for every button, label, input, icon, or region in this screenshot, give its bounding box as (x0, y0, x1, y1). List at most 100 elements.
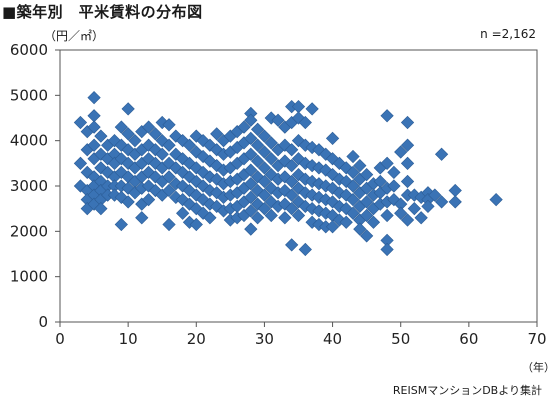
scatter-point (169, 161, 183, 175)
sample-size-label: n =2,162 (480, 27, 536, 41)
scatter-point (244, 204, 258, 218)
scatter-point (366, 215, 381, 229)
y-tick-label: 0 (38, 313, 48, 331)
scatter-point (264, 208, 278, 223)
scatter-point (257, 202, 272, 216)
x-axis-unit-label: （年） (522, 361, 550, 374)
scatter-point (101, 165, 115, 180)
scatter-point (94, 202, 108, 216)
scatter-point (257, 188, 272, 202)
scatter-point (155, 115, 169, 130)
scatter-point (394, 206, 408, 220)
scatter-point (278, 211, 292, 225)
scatter-point (141, 179, 156, 193)
scatter-point (285, 202, 299, 216)
scatter-point (257, 145, 272, 159)
scatter-point (237, 120, 251, 134)
scatter-point (257, 161, 272, 175)
scatter-point (257, 174, 272, 189)
scatter-point (169, 129, 183, 143)
scatter-point (182, 138, 197, 152)
x-tick-label: 40 (323, 330, 342, 348)
scatter-point (353, 158, 367, 173)
scatter-point (285, 188, 299, 202)
scatter-point (250, 122, 265, 136)
scatter-point (148, 127, 163, 141)
scatter-point (285, 158, 299, 173)
data-points (73, 90, 503, 257)
scatter-point (285, 238, 299, 252)
scatter-point (121, 127, 135, 141)
scatter-point (360, 229, 374, 243)
scatter-point (73, 156, 88, 170)
scatter-point (346, 165, 360, 180)
scatter-point (135, 211, 149, 225)
scatter-point (162, 170, 176, 184)
scatter-point (176, 206, 190, 220)
scatter-point (210, 127, 224, 141)
scatter-point (141, 192, 156, 207)
scatter-point (250, 197, 265, 211)
scatter-point (121, 195, 135, 209)
tick-labels: 0 10 20 30 40 50 60 70 0 1000 2000 3000 4000 5000 6000 (10, 41, 547, 348)
scatter-point (285, 174, 299, 189)
scatter-point (360, 168, 374, 182)
y-tick-label: 3000 (10, 177, 48, 195)
scatter-point (114, 217, 128, 232)
scatter-point (278, 197, 292, 211)
y-tick-label: 2000 (10, 222, 48, 240)
scatter-point (244, 190, 258, 204)
source-note: REISMマンションDBより集計 (392, 384, 542, 397)
scatter-point (203, 211, 217, 225)
scatter-point (346, 206, 360, 220)
scatter-point (319, 147, 333, 161)
scatter-point (421, 199, 435, 214)
scatter-point (155, 147, 169, 161)
scatter-point (325, 220, 340, 234)
scatter-point (434, 195, 449, 209)
scatter-point (244, 113, 258, 127)
scatter-point (400, 174, 415, 189)
chart-title: ■築年別 平米賃料の分布図 (2, 3, 203, 21)
scatter-point (360, 195, 374, 209)
y-axis-unit-label: （円／㎡） (44, 29, 105, 43)
scatter-point (148, 143, 163, 157)
scatter-point (319, 179, 333, 193)
scatter-point (319, 163, 333, 177)
scatter-point (360, 208, 374, 223)
scatter-point (244, 147, 258, 161)
scatter-point (380, 242, 394, 257)
scatter-point (169, 177, 183, 191)
scatter-point (298, 242, 312, 257)
scatter-point (162, 138, 176, 152)
scatter-point (264, 195, 278, 209)
scatter-point (264, 152, 278, 166)
scatter-point (121, 156, 135, 170)
scatter-point (73, 179, 88, 193)
scatter-point (407, 202, 421, 216)
scatter-point (121, 102, 135, 116)
scatter-point (346, 149, 360, 164)
scatter-point (387, 179, 401, 193)
scatter-point (489, 192, 503, 207)
scatter-point (448, 195, 462, 209)
scatter-point (387, 165, 401, 180)
x-tick-label: 20 (187, 330, 206, 348)
scatter-point (264, 181, 278, 195)
scatter-point (257, 129, 272, 143)
scatter-point (162, 118, 176, 132)
scatter-point (87, 90, 101, 105)
scatter-point (346, 179, 360, 193)
scatter-point (87, 138, 101, 152)
scatter-point (169, 147, 183, 161)
scatter-point (346, 192, 360, 207)
scatter-point (244, 177, 258, 191)
scatter-point (87, 120, 101, 134)
scatter-point (291, 195, 306, 209)
scatter-point (428, 188, 442, 202)
scatter-point (94, 161, 108, 175)
scatter-point (162, 217, 176, 232)
scatter-point (400, 115, 415, 130)
scatter-point (121, 181, 135, 195)
scatter-point (285, 143, 299, 157)
